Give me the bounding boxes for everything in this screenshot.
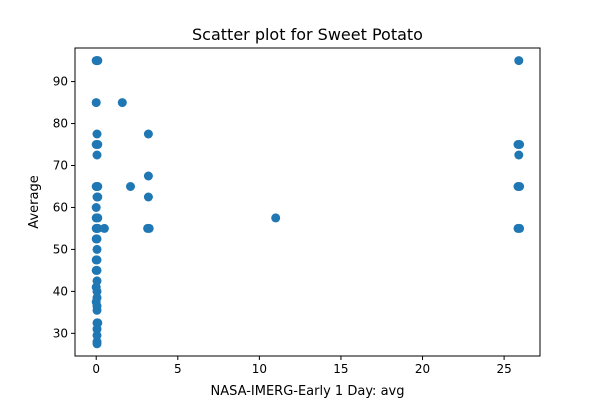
- scatter-point: [143, 171, 153, 181]
- scatter-point: [93, 140, 103, 149]
- scatter-point: [91, 203, 101, 212]
- scatter-point: [93, 182, 103, 191]
- y-axis-label: Average: [27, 175, 42, 228]
- x-axis-ticks: 0 5 10 15 20 25: [92, 356, 512, 376]
- scatter-point: [126, 182, 135, 191]
- x-tick-label: 10: [252, 362, 267, 376]
- data-points: [91, 56, 525, 349]
- scatter-point: [117, 98, 127, 108]
- scatter-point: [93, 56, 103, 66]
- y-tick-label: 40: [53, 284, 68, 298]
- scatter-point: [514, 56, 524, 66]
- scatter-point: [144, 223, 154, 233]
- x-tick-label: 0: [92, 362, 100, 376]
- y-tick-label: 70: [53, 158, 68, 172]
- x-tick-label: 25: [496, 362, 511, 376]
- y-tick-label: 90: [53, 75, 68, 89]
- scatter-point: [92, 234, 102, 244]
- scatter-point: [92, 330, 102, 340]
- scatter-point: [92, 305, 102, 315]
- scatter-point: [515, 140, 525, 149]
- scatter-point: [143, 192, 153, 202]
- scatter-point: [91, 98, 101, 108]
- scatter-point: [92, 150, 102, 160]
- scatter-point: [514, 150, 524, 160]
- scatter-point: [92, 286, 102, 296]
- y-tick-label: 50: [53, 242, 68, 256]
- scatter-point: [93, 192, 103, 202]
- scatter-point: [92, 324, 102, 334]
- y-axis-ticks: 30 40 50 60 70 80 90: [53, 75, 75, 340]
- y-tick-label: 30: [53, 326, 68, 340]
- y-tick-label: 60: [53, 200, 68, 214]
- scatter-point: [143, 129, 153, 139]
- chart-title: Scatter plot for Sweet Potato: [192, 25, 423, 44]
- scatter-point: [92, 339, 102, 349]
- scatter-point: [92, 255, 102, 265]
- scatter-point: [515, 223, 525, 233]
- y-tick-label: 80: [53, 117, 68, 131]
- scatter-point: [515, 182, 525, 191]
- scatter-point: [271, 213, 281, 223]
- scatter-point: [92, 244, 102, 254]
- scatter-point: [99, 223, 109, 233]
- scatter-point: [92, 265, 102, 275]
- x-tick-label: 15: [333, 362, 348, 376]
- x-axis-label: NASA-IMERG-Early 1 Day: avg: [211, 384, 405, 399]
- scatter-point: [93, 223, 103, 233]
- scatter-point: [92, 129, 102, 139]
- plot-frame: [74, 47, 541, 357]
- x-tick-label: 5: [174, 362, 182, 376]
- scatter-point: [93, 213, 103, 223]
- x-tick-label: 20: [415, 362, 430, 376]
